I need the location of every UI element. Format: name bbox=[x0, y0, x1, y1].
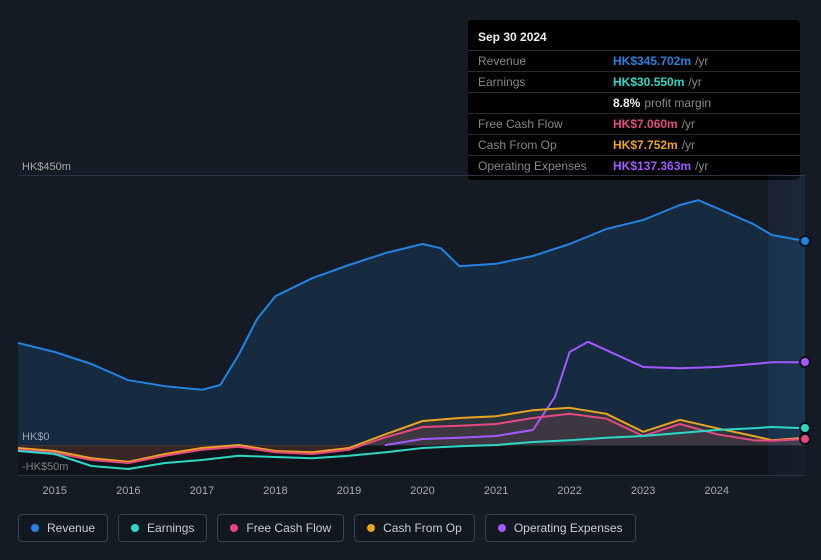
x-tick-label: 2021 bbox=[484, 485, 508, 497]
tooltip-row-value: HK$345.702m/yr bbox=[603, 51, 800, 72]
legend-item-revenue[interactable]: Revenue bbox=[18, 514, 108, 542]
tooltip-title: Sep 30 2024 bbox=[468, 24, 800, 51]
legend-item-earnings[interactable]: Earnings bbox=[118, 514, 207, 542]
tooltip-row-label: Earnings bbox=[468, 72, 603, 93]
y-tick-label: HK$450m bbox=[22, 161, 71, 173]
legend-label: Operating Expenses bbox=[514, 521, 623, 535]
tooltip-row-value: 8.8%profit margin bbox=[603, 93, 800, 114]
legend-swatch bbox=[367, 524, 375, 532]
x-tick-label: 2018 bbox=[263, 485, 287, 497]
legend-item-operating-expenses[interactable]: Operating Expenses bbox=[485, 514, 636, 542]
tooltip-row-label: Revenue bbox=[468, 51, 603, 72]
x-tick-label: 2023 bbox=[631, 485, 655, 497]
series-end-marker bbox=[799, 356, 811, 368]
chart-container: Sep 30 2024 RevenueHK$345.702m/yrEarning… bbox=[0, 0, 821, 560]
legend-label: Revenue bbox=[47, 521, 95, 535]
tooltip-row-label: Free Cash Flow bbox=[468, 114, 603, 135]
series-fill-revenue bbox=[18, 200, 805, 445]
x-tick-label: 2020 bbox=[410, 485, 434, 497]
tooltip-row-label bbox=[468, 93, 603, 114]
tooltip-row-value: HK$30.550m/yr bbox=[603, 72, 800, 93]
legend-swatch bbox=[131, 524, 139, 532]
x-tick-label: 2022 bbox=[557, 485, 581, 497]
legend-label: Free Cash Flow bbox=[246, 521, 331, 535]
tooltip-row-label: Operating Expenses bbox=[468, 156, 603, 177]
legend-swatch bbox=[498, 524, 506, 532]
legend: Revenue Earnings Free Cash Flow Cash From O… bbox=[18, 514, 636, 542]
tooltip-row-value: HK$137.363m/yr bbox=[603, 156, 800, 177]
x-tick-label: 2016 bbox=[116, 485, 140, 497]
legend-label: Earnings bbox=[147, 521, 194, 535]
legend-swatch bbox=[230, 524, 238, 532]
tooltip-row-value: HK$7.060m/yr bbox=[603, 114, 800, 135]
x-tick-label: 2017 bbox=[190, 485, 214, 497]
x-tick-label: 2015 bbox=[43, 485, 67, 497]
hover-tooltip: Sep 30 2024 RevenueHK$345.702m/yrEarning… bbox=[468, 20, 800, 180]
legend-item-free-cash-flow[interactable]: Free Cash Flow bbox=[217, 514, 344, 542]
tooltip-row-value: HK$7.752m/yr bbox=[603, 135, 800, 156]
x-tick-label: 2019 bbox=[337, 485, 361, 497]
legend-item-cash-from-op[interactable]: Cash From Op bbox=[354, 514, 475, 542]
series-end-marker bbox=[799, 235, 811, 247]
series-end-marker bbox=[799, 433, 811, 445]
legend-swatch bbox=[31, 524, 39, 532]
line-chart[interactable] bbox=[18, 175, 805, 475]
x-tick-label: 2024 bbox=[704, 485, 728, 497]
tooltip-row-label: Cash From Op bbox=[468, 135, 603, 156]
tooltip-table: RevenueHK$345.702m/yrEarningsHK$30.550m/… bbox=[468, 51, 800, 176]
gridline bbox=[18, 475, 805, 476]
series-end-marker bbox=[799, 422, 811, 434]
legend-label: Cash From Op bbox=[383, 521, 462, 535]
